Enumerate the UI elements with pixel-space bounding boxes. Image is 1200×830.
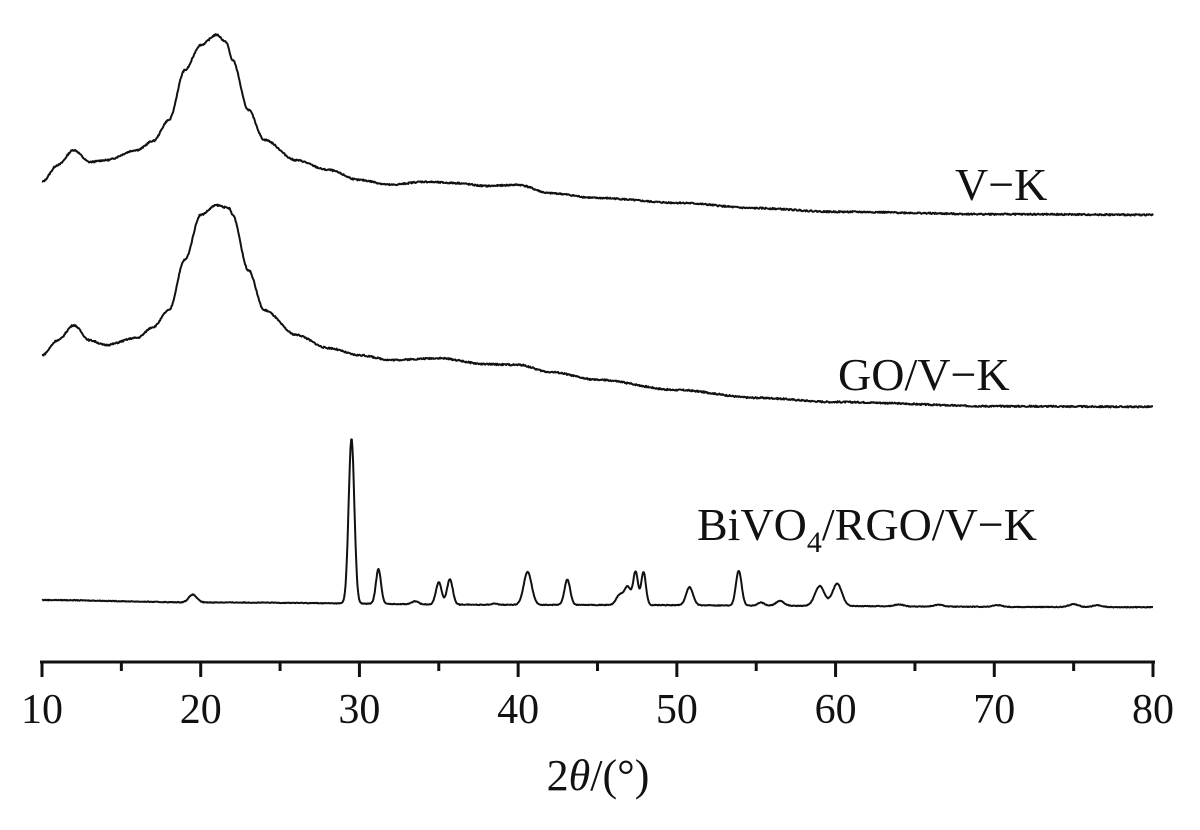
series-line-v-k bbox=[41, 33, 1154, 217]
x-tick-label: 60 bbox=[815, 687, 857, 733]
x-tick-label: 70 bbox=[973, 687, 1015, 733]
x-tick-label: 80 bbox=[1132, 687, 1174, 733]
x-tick-label: 40 bbox=[497, 687, 539, 733]
series-label-go-v-k: GO/V−K bbox=[838, 349, 1010, 400]
x-tick-label: 30 bbox=[338, 687, 380, 733]
x-title-prefix: 2 bbox=[547, 751, 569, 800]
x-axis-title: 2θ/(°) bbox=[547, 751, 650, 800]
x-tick-label: 20 bbox=[180, 687, 222, 733]
label-part-bivo: BiVO bbox=[697, 499, 807, 550]
series-line-bivo4-rgo-v-k bbox=[41, 438, 1154, 609]
series-line-go-v-k bbox=[41, 203, 1154, 409]
x-ticks: 10 20 30 40 50 60 70 80 bbox=[21, 662, 1174, 733]
x-title-theta: θ bbox=[569, 751, 591, 800]
label-part-rgo-vk: /RGO/V−K bbox=[822, 499, 1037, 550]
x-title-suffix: /(°) bbox=[590, 751, 649, 800]
series-label-bivo4-rgo-v-k: BiVO4/RGO/V−K bbox=[697, 499, 1037, 559]
x-tick-label: 10 bbox=[21, 687, 63, 733]
series-layer bbox=[41, 33, 1154, 609]
label-subscript-4: 4 bbox=[807, 526, 822, 559]
x-tick-label: 50 bbox=[656, 687, 698, 733]
series-label-v-k: V−K bbox=[955, 159, 1047, 210]
